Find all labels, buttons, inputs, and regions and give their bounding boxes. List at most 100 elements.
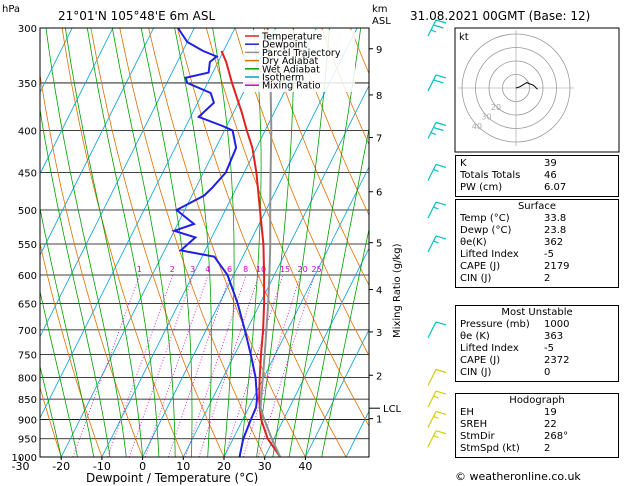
dry-adiabat-line — [40, 71, 143, 457]
dry-adiabat-line — [263, 28, 369, 287]
wind-barb-flag — [433, 24, 444, 29]
wind-barb — [427, 163, 447, 181]
dry-adiabat-line — [40, 241, 103, 457]
pressure-tick-label: 850 — [18, 395, 37, 406]
hodograph-frame — [454, 27, 620, 153]
index-row: StmSpd (kt) 2 — [456, 443, 618, 455]
pressure-tick-label: 1000 — [12, 453, 37, 464]
wet-adiabat-line — [86, 28, 160, 457]
mixing-ratio-label: 3 — [190, 265, 195, 274]
index-row: Temp (°C) 33.8 — [456, 213, 618, 225]
isotherm-line — [142, 28, 358, 457]
wet-adiabat-line — [239, 28, 262, 457]
mixing-ratio-label: 4 — [205, 265, 210, 274]
wind-barbs — [427, 19, 447, 447]
wet-adiabat-line — [40, 206, 95, 457]
height-unit-km: km — [372, 4, 388, 15]
legend-label: Wet Adiabat — [262, 64, 320, 75]
index-label: CIN (J) — [460, 367, 492, 378]
pressure-tick-label: 400 — [18, 127, 37, 138]
wet-adiabat-line — [111, 28, 176, 457]
height-tick-label: 7 — [376, 134, 382, 145]
axes: 3003504004505005506006507007508008509009… — [12, 24, 402, 473]
legend-label: Temperature — [261, 32, 322, 43]
index-label: Dewp (°C) — [460, 225, 512, 236]
index-value: 2 — [544, 443, 551, 454]
temperature-tick-label: 10 — [176, 460, 190, 473]
dry-adiabat-line — [61, 28, 184, 457]
wind-barb — [427, 410, 447, 428]
wind-barb-flag — [435, 368, 447, 374]
wind-barb-flag — [435, 19, 447, 24]
index-value: 2372 — [544, 355, 570, 366]
index-value: 46 — [544, 170, 557, 181]
pressure-tick-label: 900 — [18, 415, 37, 426]
dry-adiabat-line — [234, 28, 369, 357]
height-tick-label: 9 — [376, 45, 382, 56]
index-label: StmSpd (kt) — [460, 443, 520, 454]
index-label: Lifted Index — [460, 249, 519, 260]
hodograph-ring-label: 30 — [481, 113, 491, 122]
index-row: Pressure (mb) 1000 — [456, 319, 618, 331]
wind-barb-half-flag — [430, 131, 437, 136]
index-value: 19 — [544, 407, 557, 418]
wind-barb — [427, 235, 447, 253]
index-label: θe (K) — [460, 331, 490, 342]
index-value: 39 — [544, 158, 557, 169]
index-value: 23.8 — [544, 225, 567, 236]
height-tick-label: 3 — [376, 328, 382, 339]
mixing-ratio-line — [107, 274, 174, 457]
legend-label: Parcel Trajectory — [262, 48, 341, 59]
wind-barb-half-flag — [433, 206, 439, 210]
parcel-trajectory-profile — [259, 28, 282, 457]
wet-adiabat-line — [140, 28, 193, 457]
wind-barb — [427, 121, 447, 139]
height-tick-label: 1 — [376, 415, 382, 426]
index-value: -5 — [544, 249, 554, 260]
dry-adiabat-line — [177, 28, 347, 457]
height-tick-label: 6 — [376, 188, 382, 199]
wind-barb-staff — [427, 201, 437, 219]
mixing-ratio-axis-title: Mixing Ratio (g/kg) — [392, 243, 403, 338]
index-label: Pressure (mb) — [460, 319, 530, 330]
isotherm-line — [60, 28, 277, 457]
legend-box — [243, 30, 355, 92]
wind-barb-staff — [427, 321, 437, 339]
hodograph-line — [515, 82, 538, 90]
index-value: 2 — [544, 273, 551, 284]
wind-barb-staff — [427, 430, 437, 447]
temperature-tick-label: 30 — [258, 460, 272, 473]
hodograph-table-panel: Hodograph EH 19 SREH 22 StmDir 268° StmSpd (kt… — [455, 393, 619, 458]
hodograph-trace — [515, 82, 538, 90]
wind-barb-staff — [427, 411, 437, 428]
pressure-tick-label: 700 — [18, 326, 37, 337]
index-value: 22 — [544, 419, 557, 430]
copyright[interactable]: © weatheronline.co.uk — [455, 470, 581, 483]
isotherm-line — [40, 28, 195, 338]
wind-barb — [427, 368, 447, 386]
background-grid: 1 2 3 4 6 8 10 15 20 25 — [40, 28, 369, 457]
wind-barb — [427, 430, 447, 447]
index-label: θe(K) — [460, 237, 487, 248]
lcl-label: LCL — [383, 404, 402, 415]
wind-barb-staff — [427, 369, 437, 386]
wind-barb-half-flag — [433, 240, 439, 244]
legend-label: Dewpoint — [262, 40, 307, 51]
temperature-tick-label: 20 — [217, 460, 231, 473]
legend-label: Mixing Ratio — [262, 81, 321, 92]
isotherm-line — [182, 84, 369, 457]
index-value: 2179 — [544, 261, 570, 272]
profile-lines — [171, 28, 282, 457]
index-value: -5 — [544, 343, 554, 354]
location-title: 21°01'N 105°48'E 6m ASL — [58, 9, 215, 23]
indices-panel: K 39 Totals Totals 46 PW (cm) 6.07 — [455, 155, 619, 197]
temperature-tick-label: 40 — [298, 460, 312, 473]
mixing-ratio-label: 15 — [280, 265, 290, 274]
hodograph-unit: kt — [459, 32, 469, 43]
index-label: Totals Totals — [460, 170, 521, 181]
wind-barb-staff — [427, 74, 437, 92]
index-row: SREH 22 — [456, 419, 618, 431]
index-row: Lifted Index -5 — [456, 249, 618, 261]
index-label: StmDir — [460, 431, 495, 442]
wind-barb-flag — [435, 430, 447, 435]
